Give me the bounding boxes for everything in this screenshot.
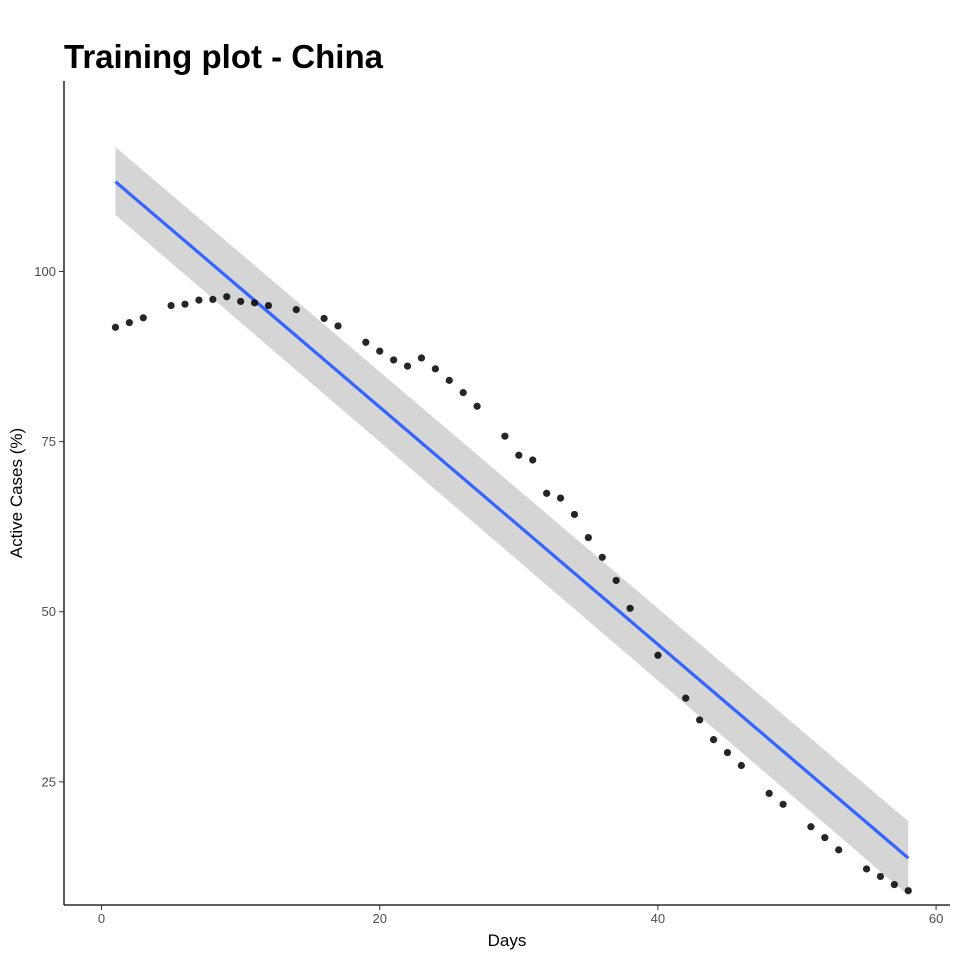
data-point (821, 834, 829, 842)
y-axis-title: Active Cases (%) (7, 428, 26, 558)
data-point (237, 297, 245, 306)
data-point (209, 295, 217, 304)
data-point (473, 402, 481, 410)
x-tick-label: 0 (98, 911, 105, 926)
data-point (890, 880, 898, 889)
data-point (501, 432, 509, 440)
data-point (181, 300, 189, 308)
x-tick-label: 20 (372, 911, 386, 926)
data-point (570, 510, 579, 519)
data-point (807, 823, 815, 831)
x-tick-label: 40 (651, 911, 665, 926)
x-tick-label: 60 (929, 911, 943, 926)
data-points (111, 293, 912, 895)
data-point (390, 356, 398, 364)
y-tick-label: 50 (42, 604, 56, 619)
data-point (320, 314, 328, 323)
data-point (125, 318, 133, 327)
data-point (529, 456, 537, 464)
data-point (862, 865, 871, 873)
x-axis-ticks: 0 20 40 60 (98, 905, 943, 926)
data-point (654, 651, 662, 659)
data-point (195, 296, 203, 304)
data-point (431, 365, 439, 373)
y-tick-label: 75 (42, 434, 56, 449)
x-axis-title: Days (488, 931, 527, 950)
data-point (682, 694, 690, 702)
data-point (334, 322, 342, 330)
data-point (250, 299, 259, 307)
data-point (709, 736, 718, 744)
data-point (598, 553, 606, 561)
data-point (737, 761, 745, 770)
data-point (167, 301, 175, 310)
data-point (876, 872, 885, 881)
data-point (445, 376, 453, 384)
y-tick-label: 25 (42, 774, 56, 789)
data-point (696, 716, 704, 724)
data-point (779, 800, 787, 808)
regression-line (114, 180, 910, 860)
data-point (904, 887, 912, 895)
data-point (543, 489, 551, 497)
data-point (403, 362, 412, 370)
data-point (376, 347, 384, 355)
data-point (139, 314, 147, 322)
data-point (292, 306, 300, 314)
data-point (459, 389, 467, 397)
data-point (612, 576, 620, 585)
data-point (723, 748, 732, 757)
data-point (362, 338, 370, 346)
data-point (835, 846, 843, 854)
plot-area (111, 147, 912, 896)
data-point (264, 301, 273, 310)
data-point (417, 354, 426, 362)
data-point (515, 451, 523, 459)
data-point (626, 604, 634, 612)
data-point (223, 293, 231, 301)
data-point (765, 789, 773, 798)
data-point (584, 533, 592, 542)
data-point (556, 494, 565, 502)
y-axis-ticks: 25 50 75 100 (34, 264, 64, 789)
y-tick-label: 100 (34, 264, 56, 279)
data-point (111, 323, 120, 331)
chart-title: Training plot - China (64, 38, 384, 75)
